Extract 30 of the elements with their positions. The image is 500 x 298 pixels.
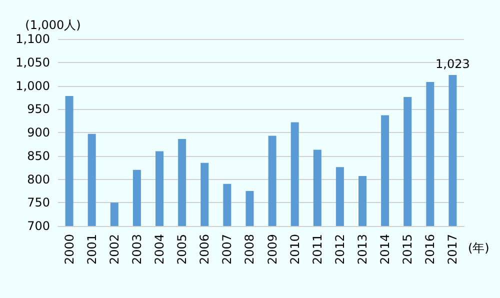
x-tick-label: 2013	[356, 234, 370, 265]
y-tick-label: 700	[27, 219, 50, 233]
y-tick-label: 1,000	[16, 78, 50, 93]
x-tick-label: 2010	[288, 234, 302, 265]
x-tick-label: 2001	[84, 234, 99, 265]
x-tick-label: 2011	[310, 234, 324, 265]
x-tick-label: 2012	[332, 234, 347, 265]
y-tick-label: 750	[27, 196, 50, 210]
x-tick-label: 2017	[446, 234, 460, 265]
x-tick-label: 2007	[220, 234, 234, 265]
x-tick-label: 2003	[130, 234, 144, 265]
x-tick-label: 2000	[62, 234, 76, 265]
x-tick-label: 2009	[265, 234, 280, 265]
y-axis-title: (1,000人)	[25, 18, 81, 32]
x-axis-title: (年)	[468, 241, 490, 255]
x-tick-label: 2008	[242, 234, 257, 265]
y-tick-label: 1,050	[16, 55, 50, 70]
y-tick-label: 800	[27, 172, 50, 186]
y-tick-label: 850	[27, 148, 50, 163]
y-tick-label: 1,100	[16, 32, 50, 46]
x-tick-label: 2005	[175, 234, 190, 265]
data-label: 1,023	[436, 56, 470, 71]
x-tick-label: 2015	[400, 234, 415, 265]
x-tick-label: 2002	[107, 234, 122, 265]
x-tick-label: 2016	[423, 234, 438, 265]
y-tick-label: 950	[27, 102, 50, 116]
y-tick-label: 900	[27, 126, 50, 140]
x-tick-label: 2004	[152, 234, 166, 265]
x-tick-label: 2006	[198, 234, 212, 265]
x-tick-label: 2014	[378, 234, 392, 265]
